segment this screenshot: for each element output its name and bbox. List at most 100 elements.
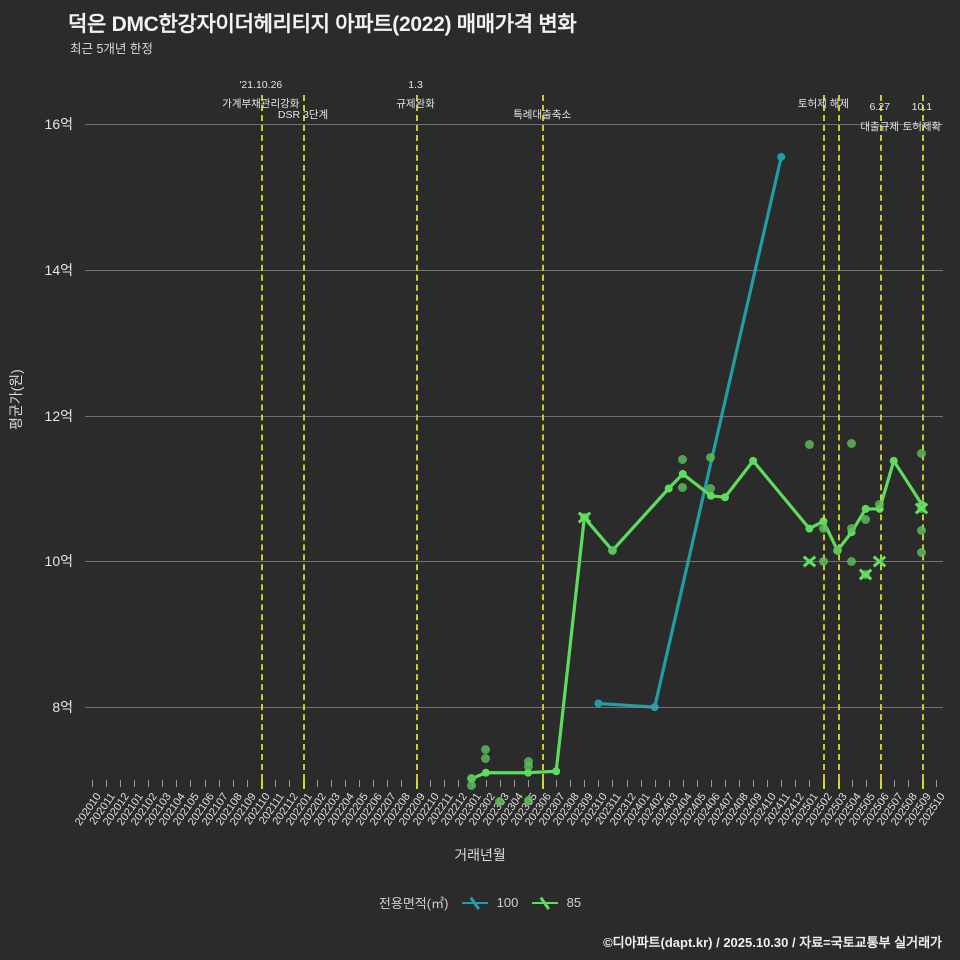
x-tick [190,780,192,787]
x-tick [260,780,263,789]
x-tick [92,780,94,787]
legend-marker-100 [462,896,489,910]
y-tick-label: 10억 [44,553,73,570]
annotation-label: 대출규제 [860,121,900,133]
x-tick [935,780,937,787]
series-point-85 [805,524,814,533]
x-tick [204,780,206,787]
x-tick [232,780,234,787]
y-tick-label: 8억 [52,699,73,716]
series-point-85 [889,456,898,465]
x-tick [176,780,178,787]
scatter-point [917,449,927,459]
annotation-label: 토허제 해제 [797,98,850,110]
x-tick [893,780,895,787]
scatter-x-marker [802,554,817,569]
x-tick [640,780,642,787]
annotation-label: 1.3 [408,79,423,91]
x-tick [485,780,487,787]
scatter-point [678,454,688,464]
footer-credit: ©디아파트(dapt.kr) / 2025.10.30 / 자료=국토교통부 실… [603,935,942,950]
series-point-85 [749,456,758,465]
annotation-line [823,95,826,780]
legend-marker-85 [531,896,558,910]
annotation-line [542,95,545,780]
plot-area: 8억 10억 12억 14억 16억 '21.10.26 가계부채관리강화 DSR 3단계 1.… [45,79,948,828]
page-title: 덕은 DMC한강자이더헤리티지 아파트(2022) 매매가격 변화 [68,13,577,36]
series-line-85 [470,459,924,781]
scatter-point [467,781,477,791]
scatter-point [847,556,857,566]
x-tick [767,780,769,787]
x-tick [162,780,164,787]
x-tick [443,780,445,787]
series-point-85 [706,491,715,500]
legend: 전용면적(㎡) 100 85 [0,893,960,912]
y-gridline [85,269,943,271]
scatter-point [607,545,617,555]
x-tick [781,780,783,787]
annotation-label: 6.27 [869,101,890,113]
x-tick [823,780,826,789]
annotation-label: 규제완화 [396,98,435,110]
scatter-point [523,757,533,767]
series-point-85 [664,484,673,493]
annotation-label: DSR 3단계 [277,109,329,121]
scatter-point [481,753,491,763]
scatter-point [818,556,828,566]
scatter-point [523,795,533,805]
annotation-line [921,95,924,780]
x-tick [528,780,530,787]
scatter-point [847,438,857,448]
scatter-point [481,744,491,754]
x-tick [907,780,909,787]
x-tick [556,780,558,787]
annotation-line [415,95,418,780]
legend-label-100[interactable]: 100 [496,895,519,910]
x-tick [626,780,628,787]
series-point-85 [481,768,490,777]
x-tick [246,780,248,787]
legend-label-85[interactable]: 85 [566,895,582,910]
x-tick [921,780,924,789]
x-tick [809,780,811,787]
annotation-label: 10.1 [911,101,933,113]
scatter-point [917,526,927,536]
x-tick [865,780,867,787]
y-tick-label: 12억 [44,407,73,424]
y-tick-label: 16억 [44,116,73,133]
x-tick [134,780,136,787]
x-tick [429,780,431,787]
x-tick [724,780,726,787]
series-point-85 [552,767,561,776]
x-tick [331,780,333,787]
x-tick [542,780,545,789]
scatter-point [523,762,533,772]
scatter-point [917,548,927,558]
x-tick [584,780,586,787]
x-tick [753,780,755,787]
x-tick [795,780,797,787]
series-line-100 [596,155,783,709]
x-tick [514,780,515,787]
x-tick [570,780,572,787]
annotation-line [837,95,840,780]
x-axis-label: 거래년월 [454,847,506,863]
scatter-point [467,774,477,784]
y-gridline [85,561,943,563]
series-point-85 [861,504,870,513]
annotation-label: 특례대출축소 [513,109,572,121]
x-tick [837,780,840,789]
y-gridline [85,707,943,709]
series-lines [467,152,926,783]
scatter-point [861,514,871,524]
x-tick [218,780,220,787]
series-point-85 [720,493,729,502]
annotation-label: 가계부채관리강화 [222,98,300,110]
x-tick [851,780,853,787]
scatter-point [706,484,716,493]
scatter-point [847,524,857,534]
scatter-x-marker [914,501,929,516]
x-tick [499,780,501,787]
